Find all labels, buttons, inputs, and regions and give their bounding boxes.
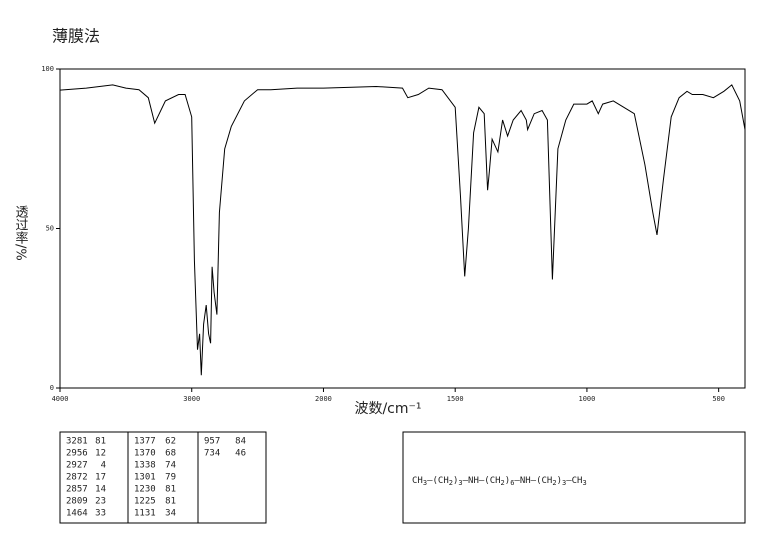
peak-transmittance: 12 — [95, 449, 106, 459]
structure-box — [402, 431, 746, 524]
peak-transmittance: 33 — [95, 509, 106, 519]
y-tick-label: 100 — [41, 65, 54, 73]
peak-wavenumber: 2927 — [66, 461, 88, 471]
x-axis-label: 波数/cm⁻¹ — [354, 401, 421, 417]
peak-wavenumber: 2809 — [66, 497, 88, 507]
structure-formula: CH3—(CH2)3—NH—(CH2)6—NH—(CH2)3—CH3 — [412, 476, 587, 488]
peak-transmittance: 23 — [95, 497, 106, 507]
x-tick-label: 3000 — [183, 395, 200, 403]
peak-transmittance: 17 — [95, 473, 106, 483]
peak-transmittance: 81 — [165, 497, 176, 507]
peak-table-box — [59, 431, 267, 524]
peak-wavenumber: 2956 — [66, 449, 88, 459]
peak-wavenumber: 1377 — [134, 437, 156, 447]
x-tick-label: 2000 — [315, 395, 332, 403]
chart-title: 薄膜法 — [52, 27, 100, 46]
peak-wavenumber: 1464 — [66, 509, 88, 519]
x-tick-label: 1500 — [447, 395, 464, 403]
peak-wavenumber: 1131 — [134, 509, 156, 519]
peak-wavenumber: 957 — [204, 437, 220, 447]
peak-transmittance: 84 — [235, 437, 246, 447]
x-tick-label: 500 — [712, 395, 725, 403]
peak-transmittance: 34 — [165, 509, 176, 519]
peak-transmittance: 4 — [101, 461, 106, 471]
peak-wavenumber: 1370 — [134, 449, 156, 459]
peak-wavenumber: 734 — [204, 449, 220, 459]
peak-wavenumber: 1301 — [134, 473, 156, 483]
x-tick-label: 1000 — [578, 395, 595, 403]
peak-transmittance: 14 — [95, 485, 106, 495]
peak-transmittance: 81 — [165, 485, 176, 495]
y-tick-label: 50 — [46, 225, 54, 233]
peak-wavenumber: 1225 — [134, 497, 156, 507]
peak-transmittance: 74 — [165, 461, 176, 471]
peak-transmittance: 46 — [235, 449, 246, 459]
peak-transmittance: 68 — [165, 449, 176, 459]
spectrum-line — [59, 84, 746, 376]
y-tick-label: 0 — [50, 384, 54, 392]
x-tick-label: 4000 — [52, 395, 69, 403]
peak-wavenumber: 1338 — [134, 461, 156, 471]
peak-wavenumber: 2857 — [66, 485, 88, 495]
peak-transmittance: 62 — [165, 437, 176, 447]
y-axis-label: 透过率/% — [13, 205, 29, 261]
plot-frame — [59, 68, 746, 389]
peak-wavenumber: 1230 — [134, 485, 156, 495]
peak-wavenumber: 3281 — [66, 437, 88, 447]
peak-transmittance: 81 — [95, 437, 106, 447]
peak-wavenumber: 2872 — [66, 473, 88, 483]
peak-transmittance: 79 — [165, 473, 176, 483]
